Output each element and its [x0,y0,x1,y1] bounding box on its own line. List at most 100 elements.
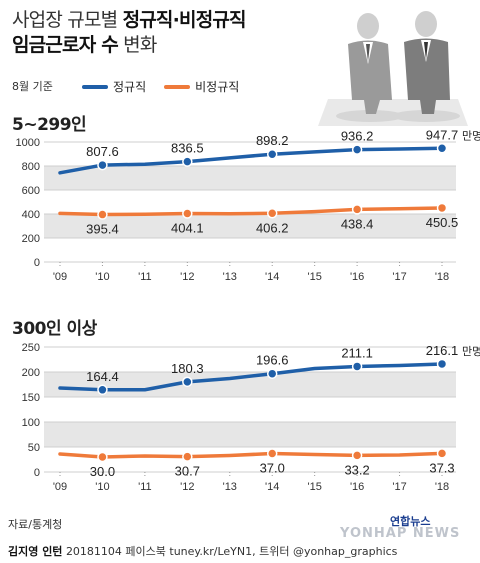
x-tick-label: '15 [307,481,321,493]
legend-swatch-irregular [164,84,191,89]
grid-band [44,422,456,447]
data-point [266,368,278,379]
data-label: 406.2 [256,220,289,235]
y-tick-label: 400 [22,209,40,221]
x-tick-label: '16 [350,271,364,283]
person-left-icon [348,13,392,114]
title-part4: 변화 [117,34,157,56]
businessmen-illustration [318,11,468,126]
x-tick-label: '14 [265,271,279,283]
y-tick-label: 0 [34,257,40,269]
chart-small-business: 0 200 400 600 800 1000 '09 '10 '11 '12 '13 '14 '15 '1… [16,130,480,283]
data-label: 395.4 [86,222,119,237]
watermark: YONHAP NEWS [340,526,461,541]
x-tick-label: '18 [435,481,449,493]
data-label: 438.4 [341,216,374,231]
series-line-irregular [58,206,444,217]
data-point [351,361,363,372]
unit-label: 만명 [462,345,480,358]
series-line-regular [58,146,444,175]
chart-title: 사업장 규모별 정규직·비정규직 임금근로자 수 변화 [12,8,312,58]
x-tick-label: '13 [223,271,237,283]
data-point [351,144,363,155]
x-tick-label: '09 [53,271,67,283]
y-tick-label: 600 [22,185,40,197]
y-tick-label: 250 [22,342,40,354]
data-label: 947.7 [426,130,459,142]
y-tick-label: 800 [22,161,40,173]
source-note: 자료/통계청 [8,518,63,531]
x-tick-label: '16 [350,481,364,493]
data-label: 936.2 [341,130,374,144]
data-point [97,209,108,220]
legend: 정규직 비정규직 [82,78,257,95]
x-tick-label: '17 [392,481,406,493]
data-label: 807.6 [86,144,119,159]
data-label: 196.6 [256,353,289,368]
data-label: 30.0 [90,464,115,479]
x-tick-label: '13 [223,481,237,493]
data-label: 37.3 [429,460,454,475]
grid-band [44,214,456,238]
data-point [351,204,363,215]
data-point [266,148,278,160]
x-tick-label: '10 [95,271,109,283]
x-tick-label: '17 [392,271,406,283]
series-line-irregular [58,451,444,459]
section-label-small: 5~299인 [12,115,87,135]
credit-text: 20181104 페이스북 tuney.kr/LeYN1, 트위터 @yonha… [65,545,398,558]
data-point [436,143,448,154]
data-label: 30.7 [175,464,200,479]
legend-swatch-regular [82,84,108,89]
data-label: 164.4 [86,369,119,384]
y-tick-label: 1000 [16,137,40,149]
data-label: 450.5 [426,215,459,230]
data-point [436,358,448,370]
data-label: 180.3 [171,361,204,376]
x-tick-label: '12 [180,271,194,283]
y-tick-label: 100 [22,417,40,429]
legend-label-regular: 정규직 [113,80,147,94]
title-part3: 임금근로자 수 [12,34,119,56]
y-tick-label: 150 [22,392,40,404]
data-label: 898.2 [256,133,289,148]
x-tick-label: '14 [265,481,279,493]
unit-label: 만명 [462,130,480,142]
data-point [436,202,448,214]
data-point [97,384,108,396]
series-line-regular [58,362,444,392]
data-label: 216.1 [426,343,459,358]
y-tick-label: 200 [22,233,40,245]
x-tick-label: '12 [180,481,194,493]
x-tick-label: '11 [138,271,152,283]
basis-note: 8월 기준 [12,80,53,93]
data-point [266,208,278,219]
data-point [182,376,193,388]
legend-item-regular: 정규직 [82,78,146,95]
grid-band [44,166,456,190]
section-label-large: 300인 이상 [12,319,97,339]
y-tick-label: 50 [28,442,40,454]
legend-label-irregular: 비정규직 [195,80,240,94]
data-point [266,448,278,459]
data-label: 37.0 [260,461,285,476]
data-point [436,448,448,459]
x-tick-label: '18 [435,271,449,283]
data-point [351,450,363,461]
title-part1: 사업장 규모별 [12,9,123,31]
author-name: 김지영 인턴 [8,545,63,558]
agency-logo: 연합뉴스 [390,515,431,528]
x-tick-label: '10 [95,481,109,493]
data-point [97,451,108,463]
data-point [182,451,193,462]
y-tick-label: 200 [22,367,40,379]
x-tick-label: '09 [53,481,67,493]
chart-large-business: 0 50 100 150 200 250 '09 '10 '11 '12 '13 '14 '15 '16 '… [22,342,480,493]
data-point [182,156,193,167]
y-tick-label: 0 [34,467,40,479]
credit-line: 김지영 인턴 20181104 페이스북 tuney.kr/LeYN1, 트위터… [8,543,397,559]
data-label: 836.5 [171,141,204,156]
data-label: 404.1 [171,221,204,236]
data-label: 211.1 [341,345,373,360]
legend-item-irregular: 비정규직 [164,78,239,95]
